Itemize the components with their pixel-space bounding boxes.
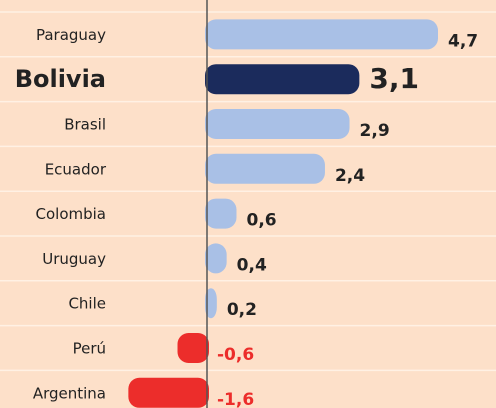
category-label: Chile <box>68 295 106 313</box>
bar <box>205 19 438 50</box>
bar <box>205 198 237 229</box>
bar <box>205 109 350 139</box>
category-label: Ecuador <box>45 160 107 178</box>
value-label: 0,2 <box>227 300 257 320</box>
bar <box>205 288 217 319</box>
value-label: 4,7 <box>448 31 478 51</box>
highlight-label: Bolivia <box>15 65 106 93</box>
value-label: 2,4 <box>335 166 365 186</box>
category-label: Uruguay <box>42 250 106 268</box>
bar <box>128 377 209 408</box>
category-label: Paraguay <box>36 26 106 44</box>
category-label: Argentina <box>33 384 106 402</box>
bar <box>205 64 360 95</box>
category-label: Colombia <box>36 205 107 223</box>
bar <box>177 333 209 363</box>
value-label: -1,6 <box>217 390 254 408</box>
value-label: 0,4 <box>237 255 267 275</box>
bar <box>205 243 227 274</box>
value-label: 3,1 <box>369 62 419 95</box>
value-label: 0,6 <box>246 211 276 231</box>
category-label: Brasil <box>64 116 106 134</box>
value-label: -0,6 <box>217 345 254 365</box>
value-label: 2,9 <box>360 121 390 141</box>
bar <box>205 153 325 184</box>
category-label: Perú <box>73 340 106 358</box>
